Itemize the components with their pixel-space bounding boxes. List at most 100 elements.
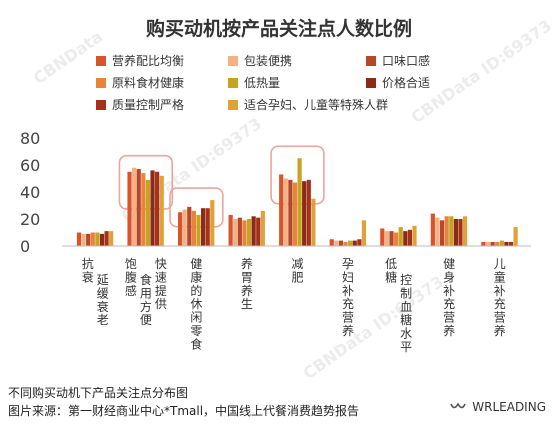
bar: [485, 241, 491, 246]
bar: [86, 233, 91, 246]
bar: [145, 179, 151, 246]
legend-label: 低热量: [244, 76, 281, 90]
bar: [242, 220, 247, 246]
bar: [104, 231, 109, 246]
brand-mark: WRLEADING: [450, 400, 546, 414]
bar: [260, 210, 265, 246]
legend-swatch: [228, 56, 238, 66]
bar: [210, 200, 215, 246]
legend-label: 适合孕妇、儿童等特殊人群: [244, 98, 389, 112]
bar: [348, 240, 353, 246]
bar: [343, 241, 348, 246]
legend-item: 营养配比均衡: [96, 54, 184, 68]
legend-swatch: [228, 100, 238, 110]
category-label: 饱腹感: [125, 256, 137, 298]
bar: [311, 198, 316, 246]
category-label: 养胃养生: [241, 256, 253, 311]
legend-item: 包装便携: [228, 54, 292, 68]
bar: [490, 241, 495, 246]
legend-swatch: [96, 56, 106, 66]
bar: [306, 179, 311, 246]
bar: [499, 240, 504, 246]
bar: [513, 227, 518, 246]
bar: [76, 232, 82, 246]
bar: [380, 228, 385, 246]
bar: [297, 158, 302, 246]
legend-item: 价格合适: [366, 76, 430, 90]
legend-item: 低热量: [228, 76, 280, 90]
category-label: 健康的休闲零食: [190, 257, 202, 351]
bar: [384, 231, 390, 246]
source-note: 图片来源：第一财经商业中心*Tmall，中国线上代餐消费趋势报告: [8, 404, 360, 418]
category-label: 控制血糖水平: [400, 273, 412, 354]
bar: [453, 219, 458, 246]
y-tick-label: 40: [20, 183, 40, 202]
bar: [439, 220, 445, 246]
bar: [237, 217, 242, 246]
legend-label: 营养配比均衡: [112, 54, 185, 68]
bar: [444, 216, 449, 246]
bar: [132, 167, 137, 246]
bar: [159, 175, 164, 246]
bar: [205, 208, 210, 246]
category-label: 快速提供: [155, 257, 167, 311]
category-label: 孕妇补充营养: [342, 257, 354, 338]
legend-swatch: [96, 100, 106, 110]
bar: [435, 217, 440, 246]
brand-name: WRLEADING: [472, 400, 546, 414]
y-tick-label: 20: [20, 210, 40, 229]
bar: [394, 232, 399, 246]
bar: [352, 240, 357, 246]
bar: [177, 212, 183, 246]
bar: [462, 216, 468, 246]
chart-title: 购买动机按产品关注点人数比例: [145, 18, 412, 40]
bar: [357, 239, 362, 246]
legend-label: 口味口感: [382, 54, 431, 68]
bar: [233, 219, 238, 246]
bar: [200, 208, 206, 246]
bar: [81, 233, 86, 246]
bar: [412, 225, 417, 246]
bar: [449, 216, 454, 246]
legend-swatch: [228, 78, 238, 88]
legend-label: 包装便携: [244, 54, 293, 68]
bar: [279, 174, 284, 246]
bar: [334, 240, 339, 246]
bar: [430, 213, 435, 246]
bar: [329, 239, 334, 246]
bar: [256, 217, 261, 246]
bar: [283, 178, 288, 246]
bar: [196, 214, 201, 246]
bar: [90, 232, 95, 246]
bar: [403, 231, 408, 246]
bar: [127, 171, 132, 246]
bar: [338, 240, 344, 246]
bar: [361, 220, 367, 246]
bar: [389, 231, 394, 246]
legend-item: 口味口感: [366, 54, 430, 68]
bar: [288, 179, 293, 246]
chart-legend: 营养配比均衡 包装便携 口味口感 原料食材健康 低热量 价格合适 质量控制严格 适合孕妇、儿童…: [96, 54, 436, 120]
bar: [141, 173, 146, 246]
category-label: 健身补充营养: [443, 257, 455, 338]
category-label: 减肥: [291, 257, 303, 284]
bar: [504, 241, 509, 246]
legend-swatch: [96, 78, 106, 88]
legend-label: 价格合适: [382, 76, 431, 90]
bar: [99, 233, 105, 246]
bar: [292, 182, 298, 246]
bar: [407, 229, 413, 246]
y-tick-label: 0: [20, 237, 30, 256]
y-tick-label: 60: [20, 156, 40, 175]
legend-item: 质量控制严格: [96, 98, 184, 112]
bar: [150, 170, 155, 246]
bar: [246, 219, 252, 246]
bar: [508, 241, 514, 246]
category-label: 抗衰: [82, 256, 94, 284]
bar: [191, 210, 196, 246]
legend-item: 适合孕妇、儿童等特殊人群: [228, 98, 388, 112]
bar: [495, 241, 500, 246]
legend-swatch: [366, 56, 376, 66]
legend-swatch: [366, 78, 376, 88]
